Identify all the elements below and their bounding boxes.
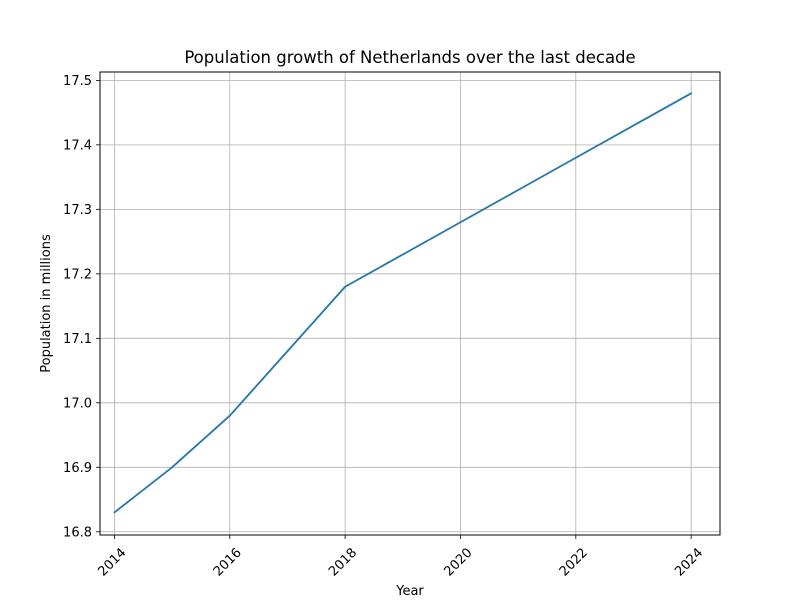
chart-title: Population growth of Netherlands over th… (184, 48, 635, 67)
data-point (113, 511, 116, 514)
y-tick-label: 17.4 (63, 138, 92, 153)
data-point (517, 189, 520, 191)
y-tick-label: 16.8 (63, 525, 92, 540)
data-point (632, 124, 635, 127)
y-tick-label: 17.5 (63, 74, 92, 89)
x-axis-title: Year (395, 584, 424, 599)
y-tick-label: 17.3 (63, 203, 92, 218)
data-point (228, 414, 231, 417)
y-tick-label: 17.2 (63, 267, 92, 282)
data-point (401, 253, 404, 256)
data-point (574, 156, 577, 159)
y-tick-label: 16.9 (63, 461, 92, 476)
y-axis-title: Population in millions (39, 234, 54, 373)
y-tick-label: 17.1 (63, 332, 92, 347)
series-layer (113, 92, 693, 514)
data-point (459, 221, 462, 224)
grid (100, 72, 720, 535)
y-tick-label: 17.0 (63, 396, 92, 411)
data-point (171, 466, 173, 469)
plot-area-frame (99, 71, 721, 536)
data-point (344, 285, 347, 288)
data-point (286, 350, 289, 353)
data-point (690, 92, 693, 95)
